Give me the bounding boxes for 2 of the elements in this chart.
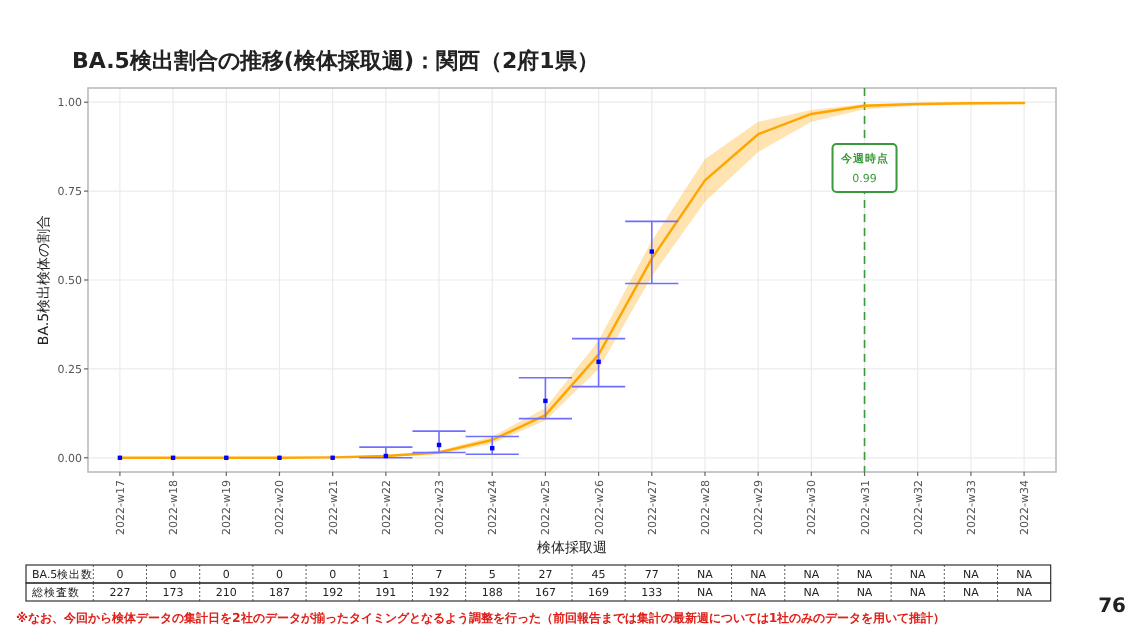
text: 76 xyxy=(1098,596,1127,618)
chart-title: BA.5検出割合の推移(検体採取週)：関西（2府1県） xyxy=(72,48,599,74)
